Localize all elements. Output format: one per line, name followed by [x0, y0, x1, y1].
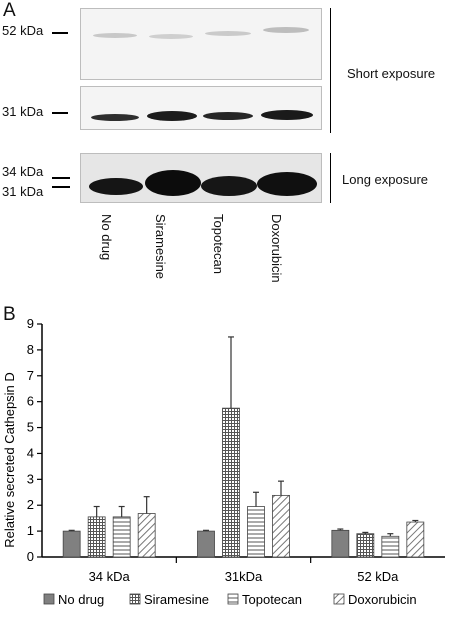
lane-label-topotecan: Topotecan	[211, 214, 226, 274]
bar-chart: Relative secreted Cathepsin D 0 1 2 3 4 5 6 7 8 9…	[2, 316, 445, 607]
bar-topotecan	[112, 516, 131, 558]
legend-swatch-doxorubicin	[333, 593, 345, 605]
y-tick-label: 4	[27, 445, 34, 460]
bar-topotecan	[247, 506, 265, 558]
y-tick-label: 0	[27, 549, 34, 564]
blot-short-upper	[80, 8, 322, 80]
legend-label: Siramesine	[144, 592, 209, 607]
band-31-topotecan	[203, 112, 253, 120]
band-long-doxorubicin	[257, 172, 317, 196]
band-31-siramesine	[147, 111, 197, 121]
marker-31-tick	[52, 112, 68, 114]
short-exposure-bracket	[330, 8, 331, 133]
marker-31-long-label: 31 kDa	[2, 184, 44, 199]
lane-label-siramesine: Siramesine	[153, 214, 168, 280]
y-tick-label: 5	[27, 420, 34, 435]
panel-a-letter: A	[3, 0, 16, 21]
y-tick-label: 1	[27, 523, 34, 538]
category-label: 52 kDa	[357, 569, 399, 584]
band-31-doxorubicin	[261, 110, 313, 120]
bar-siramesine	[87, 516, 106, 558]
long-exposure-bracket	[330, 153, 331, 203]
band-long-topotecan	[201, 176, 257, 196]
blot-long	[80, 153, 322, 203]
bar-no-drug	[331, 529, 350, 558]
y-tick-label: 8	[27, 342, 34, 357]
marker-34-long-label: 34 kDa	[2, 164, 44, 179]
bar-siramesine	[356, 533, 375, 558]
marker-52-tick	[52, 32, 68, 34]
band-31-no-drug	[91, 114, 139, 121]
category-label: 34 kDa	[89, 569, 131, 584]
legend-label: Doxorubicin	[348, 592, 417, 607]
bar-topotecan	[381, 535, 400, 558]
band-52-topotecan	[205, 31, 251, 36]
bar-siramesine	[222, 407, 240, 558]
band-52-no-drug	[93, 33, 137, 38]
marker-31-label: 31 kDa	[2, 104, 44, 119]
legend-swatch-topotecan	[227, 593, 239, 605]
bar-doxorubicin	[272, 494, 290, 558]
band-52-doxorubicin	[263, 27, 309, 33]
legend-label: Topotecan	[242, 592, 302, 607]
band-long-no-drug	[89, 178, 143, 195]
panel-b-letter: B	[3, 304, 16, 325]
bar-doxorubicin	[406, 521, 425, 558]
bar-no-drug	[197, 530, 215, 558]
long-exposure-label: Long exposure	[342, 172, 429, 187]
category-label: 31kDa	[225, 569, 263, 584]
legend-swatch-siramesine	[129, 593, 141, 605]
lane-label-no-drug: No drug	[99, 214, 114, 261]
legend-swatch-no-drug	[43, 593, 55, 605]
marker-52-label: 52 kDa	[2, 23, 44, 38]
short-exposure-label: Short exposure	[347, 66, 436, 81]
y-tick-label: 3	[27, 471, 34, 486]
marker-34-long-tick	[52, 177, 70, 179]
band-52-siramesine	[149, 34, 193, 39]
y-tick-label: 9	[27, 316, 34, 331]
bar-doxorubicin	[137, 513, 156, 558]
y-tick-label: 6	[27, 394, 34, 409]
lane-label-doxorubicin: Doxorubicin	[269, 214, 284, 283]
blot-short-lower	[80, 86, 322, 130]
marker-31-long-tick	[52, 186, 70, 188]
bar-no-drug	[62, 530, 81, 558]
legend-label: No drug	[58, 592, 104, 607]
y-tick-label: 2	[27, 497, 34, 512]
y-tick-label: 7	[27, 368, 34, 383]
y-axis-label: Relative secreted Cathepsin D	[2, 372, 17, 548]
band-long-siramesine	[145, 170, 201, 196]
